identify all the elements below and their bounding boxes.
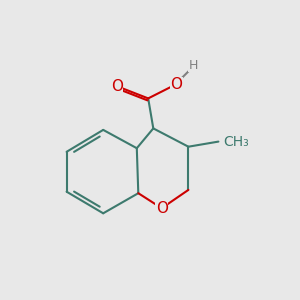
Text: H: H [188, 58, 198, 72]
Text: CH₃: CH₃ [223, 135, 249, 148]
Text: O: O [170, 77, 182, 92]
Text: O: O [156, 201, 168, 216]
Text: O: O [111, 79, 123, 94]
